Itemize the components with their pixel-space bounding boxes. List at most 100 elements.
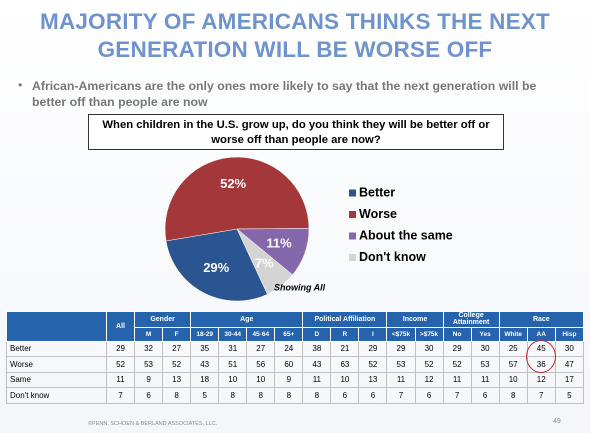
cell: 52 — [414, 356, 444, 373]
cell: 47 — [554, 356, 585, 373]
bullet-dot: • — [18, 78, 23, 92]
cell: 35 — [190, 340, 220, 357]
column-header: <$75k — [386, 326, 416, 342]
cell: 53 — [386, 356, 416, 373]
column-header: 18-29 — [190, 326, 220, 342]
group-header: College Attainment — [442, 311, 500, 328]
legend-label: Worse — [359, 207, 397, 221]
column-header: White — [498, 326, 528, 342]
cell: 12 — [414, 371, 444, 388]
column-header: No — [442, 326, 472, 342]
data-row: Don't know 7 6 8 5 8 8 8 8 6 6 7 6 7 6 8 7 5 — [6, 387, 585, 404]
column-header: AA — [526, 326, 556, 342]
legend-label: About the same — [359, 228, 453, 242]
cell: 30 — [470, 340, 500, 357]
bullet-text: African-Americans are the only ones more… — [32, 79, 537, 109]
row-label: Same — [6, 371, 107, 388]
cell: 29 — [442, 340, 472, 357]
column-header: M — [134, 326, 164, 342]
cell: 17 — [554, 371, 585, 388]
row-label: Don't know — [6, 387, 107, 404]
cell: 52 — [162, 356, 192, 373]
cell: 24 — [274, 340, 304, 357]
cell: 29 — [358, 340, 388, 357]
column-header: 30-44 — [218, 326, 248, 342]
data-row: Better 29 32 27 35 31 27 24 38 21 29 29 30 29 30 25 45 30 — [6, 340, 585, 357]
crosstab-table: All Gender Age Political Affiliation Income C… — [6, 311, 585, 404]
cell: 27 — [162, 340, 192, 357]
header-corner — [6, 311, 107, 342]
cell: 32 — [134, 340, 164, 357]
legend-swatch — [349, 232, 356, 240]
highlight-circle — [526, 340, 557, 373]
cell: 43 — [302, 356, 332, 373]
cell: 52 — [358, 356, 388, 373]
cell: 60 — [274, 356, 304, 373]
group-header: Age — [190, 311, 304, 328]
cell: 7 — [386, 387, 416, 404]
cell: 25 — [498, 340, 528, 357]
cell: 6 — [358, 387, 388, 404]
cell: 10 — [246, 371, 276, 388]
cell: 11 — [105, 371, 136, 388]
pie-chart: 29% 52% 11% 7% Better Worse About the same Don'… — [164, 156, 453, 302]
legend-label: Better — [359, 185, 395, 199]
cell: 52 — [442, 356, 472, 373]
cell: 6 — [330, 387, 360, 404]
header-row: All Gender Age Political Affiliation Income C… — [6, 311, 585, 342]
column-header: Yes — [470, 326, 500, 342]
cell: 51 — [218, 356, 248, 373]
cell: 7 — [105, 387, 136, 404]
slice-label: 52% — [220, 176, 246, 191]
cell: 7 — [526, 387, 556, 404]
cell: 38 — [302, 340, 332, 357]
cell: 12 — [526, 371, 556, 388]
data-row: Worse 52 53 52 43 51 56 60 43 63 52 53 52 52 53 57 36 47 — [6, 356, 585, 373]
column-header: D — [302, 326, 332, 342]
cell: 8 — [218, 387, 248, 404]
data-row: Same 11 9 13 18 10 10 9 11 10 13 11 12 11 11 10 12 17 — [6, 371, 585, 388]
cell: 53 — [134, 356, 164, 373]
column-header: >$75k — [414, 326, 444, 342]
cell: 6 — [134, 387, 164, 404]
cell: 6 — [414, 387, 444, 404]
cell: 31 — [218, 340, 248, 357]
cell: 57 — [498, 356, 528, 373]
column-header: 45-64 — [246, 326, 276, 342]
cell: 18 — [190, 371, 220, 388]
subheader-row: M F 18-29 30-44 45-64 65+ D R I <$75k >$75k No Yes Wh… — [7, 326, 585, 342]
legend-swatch — [349, 189, 356, 197]
slice-label: 7% — [255, 256, 274, 271]
cell: 13 — [162, 371, 192, 388]
group-header: Gender — [134, 311, 192, 328]
row-label: Worse — [6, 356, 107, 373]
cell: 53 — [470, 356, 500, 373]
group-header: Political Affiliation — [302, 311, 388, 328]
legend-swatch — [349, 254, 356, 261]
column-header: R — [330, 326, 360, 342]
cell: 63 — [330, 356, 360, 373]
annotation: Showing All — [274, 282, 326, 292]
copyright: ©PENN, SCHOEN & BERLAND ASSOCIATES, LLC. — [88, 421, 218, 427]
cell: 8 — [246, 387, 276, 404]
pie-slice — [236, 228, 293, 295]
row-label: Better — [6, 340, 107, 357]
cell: 10 — [218, 371, 248, 388]
column-header: F — [162, 326, 192, 342]
slice-label: 29% — [203, 260, 229, 275]
cell: 43 — [190, 356, 220, 373]
cell: 6 — [470, 387, 500, 404]
cell: 9 — [274, 371, 304, 388]
group-header: All — [105, 311, 136, 342]
cell: 11 — [302, 371, 332, 388]
cell: 8 — [274, 387, 304, 404]
cell: 21 — [330, 340, 360, 357]
legend-swatch — [349, 211, 356, 218]
column-header: 65+ — [274, 326, 304, 342]
group-header: Income — [386, 311, 444, 328]
cell: 30 — [554, 340, 585, 357]
pie-slice — [165, 228, 268, 302]
cell: 8 — [302, 387, 332, 404]
cell: 8 — [162, 387, 192, 404]
